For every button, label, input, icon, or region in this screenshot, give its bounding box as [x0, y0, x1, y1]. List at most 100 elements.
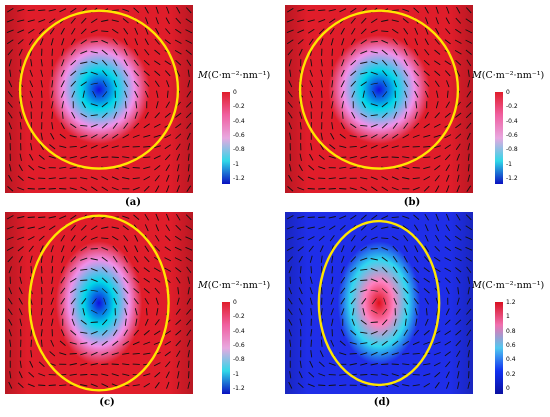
colorbar-tick-label: 0	[233, 89, 237, 96]
vector-arrow	[423, 288, 430, 294]
vector-arrow	[339, 373, 347, 376]
vector-arrow	[340, 27, 345, 35]
vector-arrow	[318, 226, 326, 230]
vector-arrow	[391, 19, 399, 23]
vector-arrow	[415, 101, 418, 109]
vector-arrow	[467, 143, 471, 151]
vector-arrow	[403, 245, 408, 253]
vector-arrow	[8, 122, 13, 130]
vector-arrow	[111, 187, 119, 191]
vector-arrow	[310, 59, 313, 67]
vector-arrow	[288, 174, 293, 182]
vector-arrow	[286, 39, 294, 45]
colorbar-tick-label: -0.6	[233, 342, 245, 349]
vector-arrow	[413, 224, 419, 231]
vector-arrow	[289, 69, 292, 77]
vector-arrow	[80, 279, 88, 281]
vector-arrow	[394, 101, 397, 109]
vector-arrow	[298, 287, 303, 295]
vector-arrow	[383, 297, 387, 305]
vector-arrow	[466, 339, 471, 347]
vector-arrow	[27, 176, 35, 180]
vector-arrow	[176, 153, 181, 161]
vector-arrow	[154, 175, 160, 182]
vector-arrow	[331, 111, 334, 119]
vector-arrow	[164, 112, 171, 118]
vector-arrow	[164, 267, 172, 272]
vector-arrow	[288, 287, 293, 295]
colorbar-units: (C·m⁻²·nm⁻¹)	[207, 280, 271, 291]
vector-arrow	[360, 186, 368, 191]
vector-arrow	[391, 176, 399, 181]
vector-arrow	[40, 255, 43, 263]
vector-arrow	[331, 101, 334, 109]
vector-arrow	[30, 143, 33, 151]
vector-arrow	[330, 132, 335, 140]
vector-arrow	[360, 384, 368, 387]
vector-arrow	[17, 187, 25, 191]
vector-arrow	[60, 234, 65, 242]
vector-arrow	[403, 122, 409, 129]
vector-arrow	[466, 308, 472, 315]
vector-arrow	[69, 155, 77, 159]
vector-arrow	[319, 245, 324, 253]
vector-arrow	[174, 235, 182, 241]
vector-arrow	[80, 17, 87, 24]
vector-arrow	[81, 298, 87, 305]
vector-arrow	[133, 266, 140, 273]
vector-arrow	[456, 174, 460, 182]
vector-arrow	[340, 122, 345, 130]
vector-arrow	[17, 8, 25, 12]
vector-arrow	[433, 123, 441, 128]
vector-arrow	[466, 185, 472, 193]
vector-arrow	[112, 340, 119, 346]
vector-arrow	[133, 288, 140, 294]
vector-arrow	[308, 38, 314, 45]
vector-arrow	[185, 49, 192, 55]
vector-arrow	[69, 278, 77, 283]
vector-arrow	[143, 383, 151, 388]
vector-arrow	[349, 341, 357, 345]
vector-arrow	[153, 267, 161, 272]
vector-arrow	[59, 188, 67, 190]
vector-arrow	[381, 319, 388, 326]
vector-arrow	[166, 381, 170, 389]
vector-arrow	[350, 235, 356, 242]
vector-arrow	[444, 351, 451, 357]
vector-arrow	[154, 80, 160, 87]
vector-arrow	[50, 287, 54, 295]
vector-arrow	[310, 143, 313, 151]
vector-arrow	[113, 69, 118, 77]
vector-arrow	[339, 340, 346, 346]
vector-arrow	[403, 38, 408, 46]
vector-arrow	[318, 384, 326, 386]
vector-arrow	[69, 373, 77, 376]
vector-arrow	[38, 18, 46, 23]
vector-arrow	[465, 18, 472, 24]
vector-arrow	[30, 339, 32, 347]
vector-arrow	[413, 288, 420, 294]
polarization-vectors	[6, 6, 193, 193]
highlight-ellipse	[28, 214, 170, 392]
vector-arrow	[466, 297, 471, 305]
vector-arrow	[112, 48, 118, 56]
vector-arrow	[297, 29, 305, 34]
vector-arrow	[80, 257, 88, 261]
vector-arrow	[446, 80, 450, 88]
vector-arrow	[111, 145, 119, 149]
vector-arrow	[122, 18, 129, 24]
vector-arrow	[393, 318, 397, 326]
highlight-ellipse	[317, 219, 441, 387]
vector-arrow	[17, 29, 25, 34]
vector-arrow	[48, 155, 56, 159]
vector-arrow	[122, 287, 129, 294]
vector-arrow	[185, 112, 192, 119]
vector-arrow	[320, 69, 324, 77]
vector-arrow	[455, 267, 462, 273]
vector-arrow	[340, 287, 346, 294]
vector-arrow	[90, 236, 98, 240]
vector-arrow	[392, 122, 398, 129]
vector-arrow	[29, 153, 34, 161]
vector-arrow	[19, 266, 22, 274]
vector-arrow	[174, 246, 182, 251]
